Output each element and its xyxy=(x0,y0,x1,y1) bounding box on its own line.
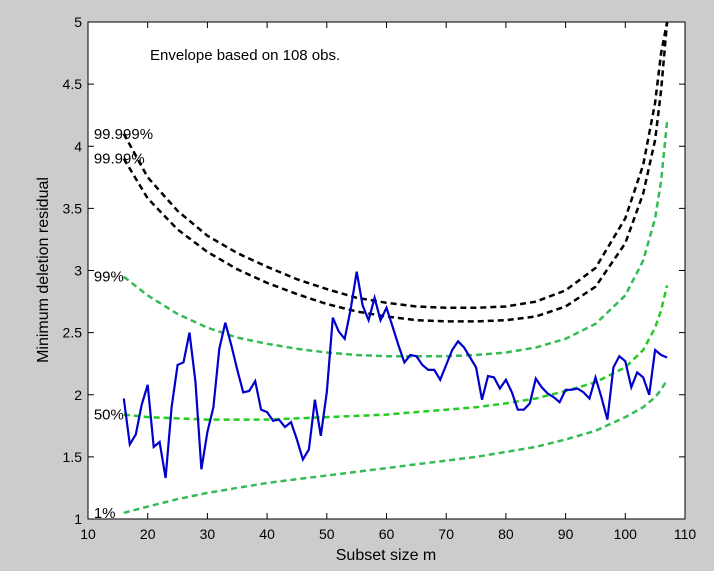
x-tick-label: 110 xyxy=(674,526,697,542)
y-tick-label: 1 xyxy=(74,511,82,527)
y-tick-label: 4 xyxy=(74,138,82,154)
envelope-label-1: 99.99% xyxy=(94,151,145,168)
y-tick-label: 3 xyxy=(74,263,82,279)
plot-area xyxy=(88,22,685,519)
x-tick-label: 30 xyxy=(200,526,216,542)
envelope-line-4 xyxy=(123,379,669,515)
y-tick-label: 1.5 xyxy=(63,449,83,465)
envelope-label-2: 99% xyxy=(94,269,124,286)
x-tick-label: 100 xyxy=(614,526,638,542)
envelope-label-3: 50% xyxy=(94,407,124,424)
x-tick-label: 50 xyxy=(319,526,335,542)
envelope-line-1 xyxy=(122,22,669,323)
x-axis-ticks: 10 20 30 40 50 60 70 80 90 100 110 xyxy=(80,22,696,542)
x-axis-label: Subset size m xyxy=(336,547,436,564)
y-axis-label: Minimum deletion residual xyxy=(35,177,52,363)
y-tick-label: 2 xyxy=(74,387,82,403)
y-axis-ticks: 1 1.5 2 2.5 3 3.5 4 4.5 5 xyxy=(63,14,685,527)
residual-series xyxy=(122,271,668,479)
x-tick-label: 60 xyxy=(379,526,395,542)
y-tick-label: 4.5 xyxy=(63,76,83,92)
envelope-line-0 xyxy=(122,22,669,310)
y-tick-label: 3.5 xyxy=(63,200,83,216)
y-tick-label: 2.5 xyxy=(63,325,83,341)
y-tick-label: 5 xyxy=(74,14,82,30)
x-tick-label: 20 xyxy=(140,526,156,542)
x-tick-label: 10 xyxy=(80,526,96,542)
x-tick-label: 40 xyxy=(259,526,275,542)
x-tick-label: 70 xyxy=(438,526,454,542)
residual-line-0 xyxy=(122,271,668,479)
envelope-label-4: 1% xyxy=(94,505,116,522)
envelope-line-3 xyxy=(123,285,669,421)
x-tick-label: 90 xyxy=(558,526,574,542)
envelope-label-0: 99.999% xyxy=(94,126,153,143)
envelope-labels: 99.999% 99.99% 99% 50% 1% xyxy=(94,126,153,522)
x-tick-label: 80 xyxy=(498,526,514,542)
envelope-annotation: Envelope based on 108 obs. xyxy=(150,47,340,64)
